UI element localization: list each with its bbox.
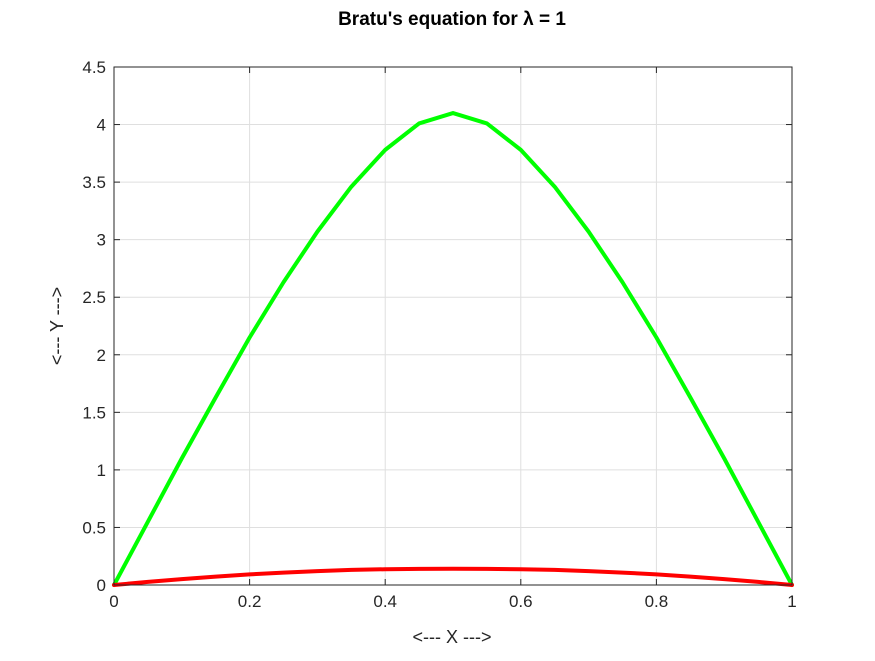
x-tick-label: 0.6	[509, 592, 533, 611]
ticks: 0 0.2 0.4 0.6 0.8 1 0 0.5 1 1.5 2 2.5 3 3.5 4 4.5	[82, 58, 796, 611]
y-tick-label: 1	[97, 461, 106, 480]
y-tick-label: 2	[97, 346, 106, 365]
y-tick-label: 3	[97, 231, 106, 250]
y-tick-label: 4.5	[82, 58, 106, 77]
y-tick-label: 0.5	[82, 518, 106, 537]
x-tick-label: 0.4	[373, 592, 397, 611]
axes-box	[113, 66, 793, 586]
y-tick-label: 3.5	[82, 173, 106, 192]
y-tick-label: 1.5	[82, 403, 106, 422]
x-tick-label: 1	[787, 592, 796, 611]
series-layer	[112, 111, 794, 587]
y-axis-label: <--- Y --->	[47, 287, 67, 365]
x-axis-label: <--- X --->	[413, 627, 492, 647]
x-tick-label: 0	[109, 592, 118, 611]
y-tick-label: 2.5	[82, 288, 106, 307]
y-tick-label: 4	[97, 116, 106, 135]
chart-title: Bratu's equation for λ = 1	[338, 9, 566, 30]
series-line-1	[112, 111, 794, 587]
plot-area	[114, 67, 792, 585]
x-tick-label: 0.8	[645, 592, 669, 611]
y-tick-label: 0	[97, 576, 106, 595]
series-line-2	[112, 566, 794, 587]
x-tick-label: 0.2	[238, 592, 262, 611]
